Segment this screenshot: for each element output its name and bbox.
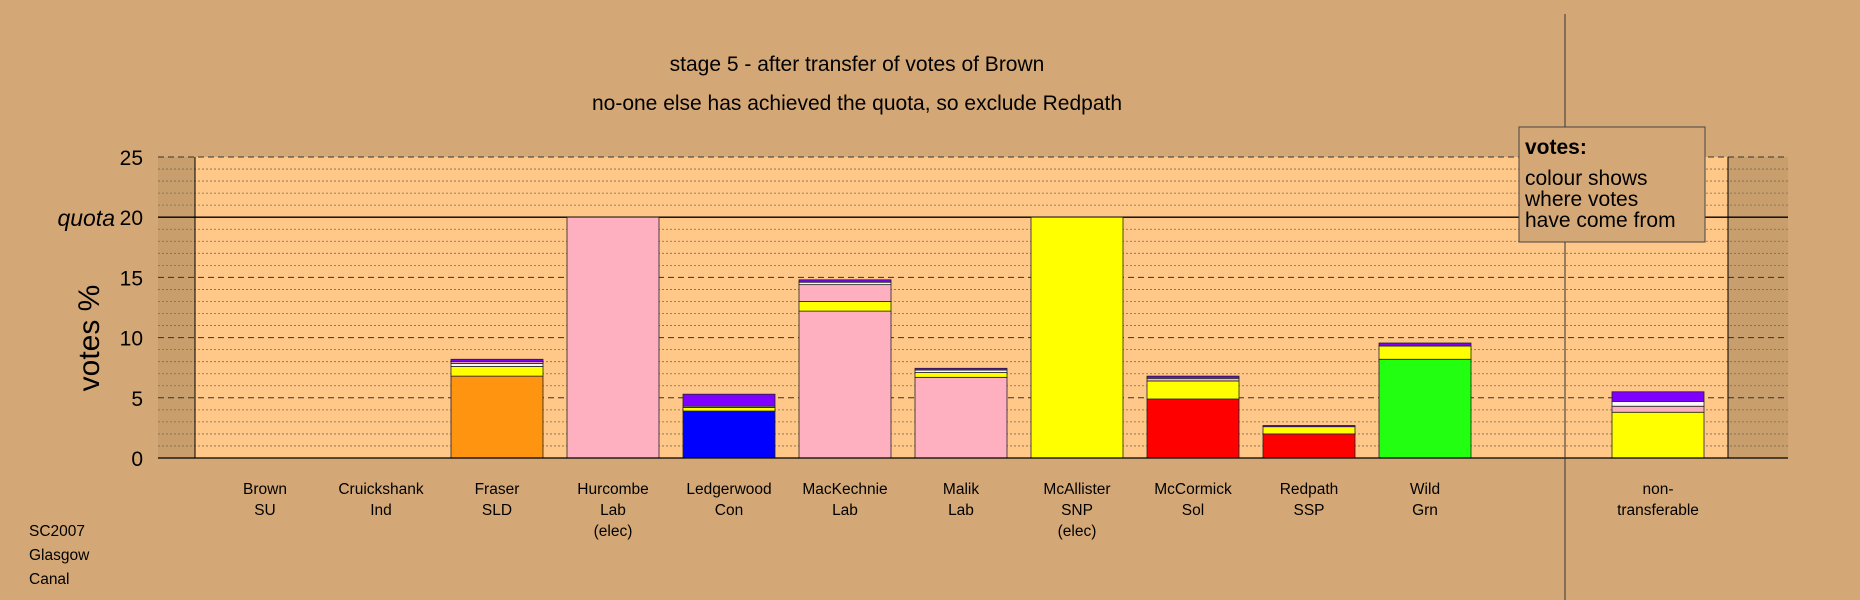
bar-segment	[1146, 375, 1240, 378]
bar-segment	[1146, 380, 1240, 400]
plot-margin-right	[1728, 157, 1788, 458]
y-tick-label: 0	[131, 448, 143, 471]
quota-label: quota	[57, 205, 115, 231]
bar-segment	[1378, 345, 1472, 360]
bar-segment	[798, 301, 892, 312]
legend-line: have come from	[1525, 209, 1676, 232]
legend-line: colour shows	[1525, 167, 1648, 190]
y-tick-label: 15	[120, 267, 143, 290]
legend-heading: votes:	[1525, 136, 1587, 159]
bar-segment	[798, 310, 892, 459]
candidate-party: Grn	[1412, 502, 1438, 519]
legend-line: where votes	[1524, 188, 1638, 211]
y-tick-label: 5	[131, 388, 143, 411]
chart-subtitle: no-one else has achieved the quota, so e…	[592, 92, 1122, 115]
y-axis-label: votes %	[73, 285, 106, 392]
bar-segment	[682, 393, 776, 407]
candidate-name: Brown	[243, 481, 287, 498]
bar-segment	[914, 372, 1008, 378]
legend-box	[1518, 126, 1706, 243]
candidate-name: Fraser	[475, 481, 520, 498]
bar-segment	[914, 376, 1008, 459]
bars	[450, 216, 1705, 459]
bar-segment	[682, 407, 776, 412]
bar-segment	[1378, 358, 1472, 459]
candidate-name: Hurcombe	[577, 481, 649, 498]
bar-segment	[450, 363, 544, 367]
bar-segment	[450, 375, 544, 459]
bar-segment	[914, 367, 1008, 371]
bar-segment	[1611, 391, 1705, 402]
candidate-party: Lab	[600, 502, 626, 519]
candidate-party: SU	[254, 502, 276, 519]
candidate-name: McAllister	[1043, 481, 1110, 498]
candidate-party: Lab	[948, 502, 974, 519]
bar-segment	[798, 279, 892, 283]
candidate-party: Con	[715, 502, 743, 519]
bar-segment	[450, 366, 544, 377]
y-tick-label: 20	[120, 207, 143, 230]
footer-line: SC2007	[29, 523, 85, 540]
candidate-name: Malik	[943, 481, 979, 498]
gridlines	[158, 156, 1788, 447]
bar-segment	[1262, 425, 1356, 428]
candidate-party: Ind	[370, 502, 392, 519]
candidate-name: non-	[1642, 481, 1673, 498]
bar-segment	[1262, 433, 1356, 459]
candidate-name: McCormick	[1154, 481, 1232, 498]
candidate-name: Cruickshank	[338, 481, 424, 498]
y-tick-label: 25	[120, 147, 143, 170]
bar-segment	[1262, 426, 1356, 435]
candidate-note: (elec)	[594, 523, 633, 540]
bar-segment	[682, 410, 776, 459]
bar-segment	[1611, 405, 1705, 413]
y-tick-labels: 0 5 10 15 20 25	[120, 147, 143, 471]
footer-line: Glasgow	[29, 547, 90, 564]
chart-title: stage 5 - after transfer of votes of Bro…	[670, 53, 1045, 76]
bar-segment	[1611, 411, 1705, 459]
bar-segment	[798, 284, 892, 302]
bar-segment	[1030, 216, 1124, 459]
candidate-name: Redpath	[1280, 481, 1339, 498]
legend: votes: colour shows where votes have com…	[1518, 126, 1706, 243]
bar-segment	[1378, 342, 1472, 347]
candidate-party: SSP	[1293, 502, 1324, 519]
candidate-name: Wild	[1410, 481, 1440, 498]
plot-margin-left	[158, 157, 195, 458]
footer-line: Canal	[29, 571, 70, 588]
candidate-party: transferable	[1617, 502, 1699, 519]
axes	[158, 14, 1788, 600]
candidate-name: Ledgerwood	[686, 481, 771, 498]
y-tick-label: 10	[120, 328, 143, 351]
x-tick-labels: Brown SU Cruickshank Ind Fraser SLD Hurcombe La…	[243, 481, 1699, 540]
bar-segment	[450, 358, 544, 363]
candidate-party: Sol	[1182, 502, 1204, 519]
candidate-party: SNP	[1061, 502, 1093, 519]
bar-segment	[566, 216, 660, 459]
footer-note: SC2007 Glasgow Canal	[29, 523, 90, 588]
bar-segment	[1146, 398, 1240, 459]
candidate-note: (elec)	[1058, 523, 1097, 540]
candidate-party: Lab	[832, 502, 858, 519]
candidate-party: SLD	[482, 502, 512, 519]
candidate-name: MacKechnie	[802, 481, 887, 498]
bar-segment	[1611, 401, 1705, 407]
